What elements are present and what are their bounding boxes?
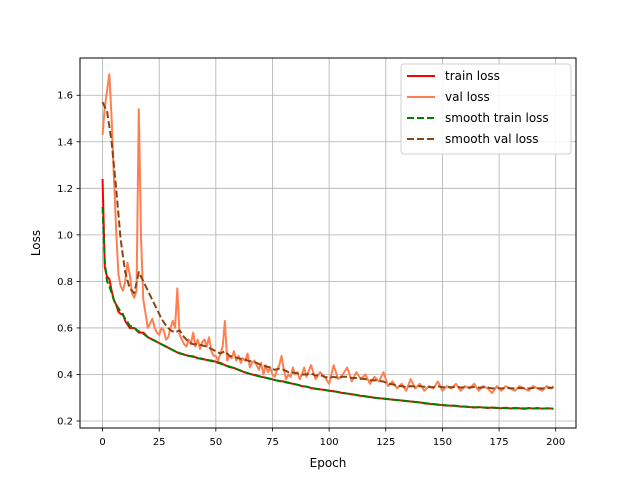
y-axis-label: Loss: [29, 230, 43, 256]
y-tick-label: 1.4: [57, 137, 73, 148]
y-tick-label: 0.2: [57, 417, 73, 428]
x-tick-label: 25: [153, 437, 166, 448]
x-tick-label: 200: [546, 437, 565, 448]
y-tick-label: 1.0: [57, 230, 73, 241]
x-tick-label: 125: [376, 437, 395, 448]
legend-box: [400, 63, 572, 155]
x-tick-label: 0: [99, 437, 105, 448]
series-layer: [101, 73, 555, 410]
x-tick-label: 100: [320, 437, 339, 448]
y-tick-label: 0.4: [57, 370, 73, 381]
x-tick-label: 50: [209, 437, 222, 448]
ticks: 0 25 50 75 100 125 150 175 200 0.2 0.4 0.6 0.8 1.0 1.2…: [57, 91, 565, 448]
series-line-3: [101, 101, 554, 390]
x-tick-label: 75: [266, 437, 279, 448]
y-tick-label: 0.8: [57, 277, 73, 288]
legend-label-1: val loss: [445, 90, 490, 104]
series-line-2: [101, 206, 554, 410]
legend-label-0: train loss: [445, 69, 500, 83]
plot-frame: [79, 57, 577, 429]
y-tick-label: 0.6: [57, 323, 73, 334]
legend-label-2: smooth train loss: [445, 111, 549, 125]
legend: train loss val loss smooth train loss smoot…: [400, 63, 572, 155]
legend-label-3: smooth val loss: [445, 132, 539, 146]
x-axis-label: Epoch: [310, 456, 347, 470]
series-line-1: [101, 73, 555, 395]
y-tick-label: 1.6: [57, 91, 73, 102]
x-tick-label: 150: [433, 437, 452, 448]
x-tick-label: 175: [490, 437, 509, 448]
y-tick-label: 1.2: [57, 184, 73, 195]
